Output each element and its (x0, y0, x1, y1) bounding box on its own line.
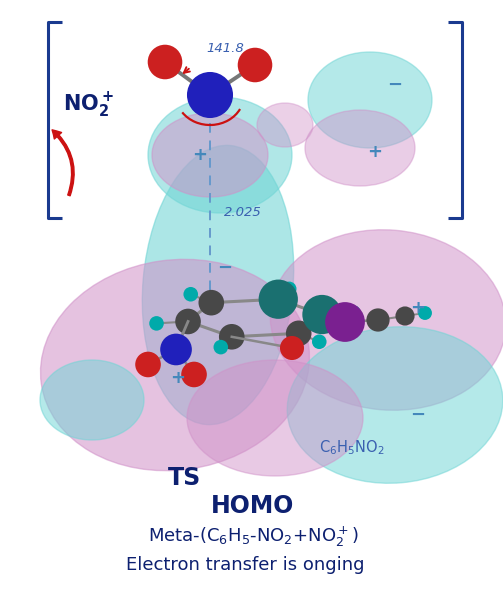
Point (350, 308, 358, 318)
FancyArrowPatch shape (52, 130, 74, 196)
Text: $\mathdefault{C_6H_5NO_2}$: $\mathdefault{C_6H_5NO_2}$ (319, 439, 385, 458)
Point (401, 311, 409, 321)
Ellipse shape (287, 327, 503, 483)
Text: −: − (217, 259, 232, 277)
Point (228, 332, 236, 342)
Point (295, 329, 303, 338)
Text: 141.8: 141.8 (206, 42, 244, 54)
Ellipse shape (270, 230, 503, 410)
Text: +: + (193, 146, 208, 164)
Ellipse shape (142, 145, 294, 425)
Ellipse shape (305, 110, 415, 186)
Point (315, 337, 323, 346)
Point (144, 360, 152, 370)
Text: +: + (410, 299, 426, 317)
Point (341, 317, 349, 327)
Ellipse shape (187, 360, 363, 476)
Point (161, 57, 169, 67)
Point (374, 315, 382, 325)
Point (217, 342, 225, 352)
Point (251, 60, 259, 70)
Ellipse shape (41, 259, 309, 470)
Point (172, 345, 180, 354)
Text: 2.025: 2.025 (224, 207, 262, 219)
Ellipse shape (152, 113, 268, 197)
Text: Meta-($\mathdefault{C_6H_5}$-$\mathdefault{NO_2}$+$\mathdefault{NO_2^+}$): Meta-($\mathdefault{C_6H_5}$-$\mathdefau… (147, 525, 359, 549)
Point (288, 343, 296, 353)
Point (152, 318, 160, 328)
Point (206, 90, 214, 100)
Ellipse shape (40, 360, 144, 440)
Ellipse shape (308, 52, 432, 148)
Point (274, 295, 282, 304)
Point (421, 308, 429, 318)
Point (274, 295, 282, 304)
Point (318, 310, 326, 320)
Text: +: + (171, 369, 186, 387)
Point (318, 310, 326, 320)
Text: −: − (387, 76, 402, 94)
Point (285, 284, 293, 294)
Point (184, 316, 192, 326)
Text: −: − (410, 406, 426, 424)
Text: Electron transfer is onging: Electron transfer is onging (126, 556, 364, 574)
Text: $\mathdefault{NO_2^+}$: $\mathdefault{NO_2^+}$ (63, 90, 114, 120)
Point (207, 298, 215, 307)
Point (190, 370, 198, 379)
Point (187, 290, 195, 299)
Text: HOMO: HOMO (211, 494, 295, 518)
Ellipse shape (148, 97, 292, 213)
Text: +: + (368, 143, 382, 161)
Ellipse shape (257, 103, 313, 147)
Text: TS: TS (169, 466, 202, 490)
